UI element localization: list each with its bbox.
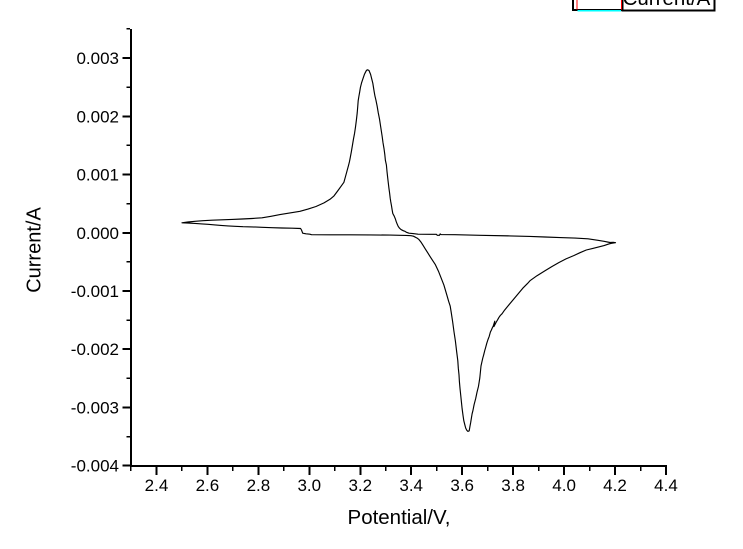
svg-text:-0.002: -0.002 (71, 340, 119, 359)
svg-text:3.2: 3.2 (348, 476, 372, 495)
svg-text:Potential/V,: Potential/V, (348, 506, 451, 529)
svg-text:0.000: 0.000 (76, 224, 119, 243)
svg-text:4.2: 4.2 (603, 476, 627, 495)
svg-text:0.002: 0.002 (76, 107, 119, 126)
svg-text:3.0: 3.0 (297, 476, 321, 495)
svg-text:2.6: 2.6 (196, 476, 220, 495)
svg-text:-0.003: -0.003 (71, 399, 119, 418)
svg-text:4.4: 4.4 (654, 476, 678, 495)
svg-text:3.6: 3.6 (450, 476, 474, 495)
svg-text:0.001: 0.001 (76, 166, 119, 185)
svg-text:0.003: 0.003 (76, 49, 119, 68)
svg-text:4.0: 4.0 (552, 476, 576, 495)
svg-text:3.8: 3.8 (501, 476, 525, 495)
svg-text:Current/A: Current/A (24, 207, 46, 293)
svg-text:-0.004: -0.004 (71, 457, 119, 476)
svg-text:3.4: 3.4 (399, 476, 423, 495)
svg-text:-0.001: -0.001 (71, 282, 119, 301)
svg-text:Current/A: Current/A (623, 0, 711, 10)
svg-text:2.4: 2.4 (145, 476, 169, 495)
svg-text:2.8: 2.8 (247, 476, 271, 495)
